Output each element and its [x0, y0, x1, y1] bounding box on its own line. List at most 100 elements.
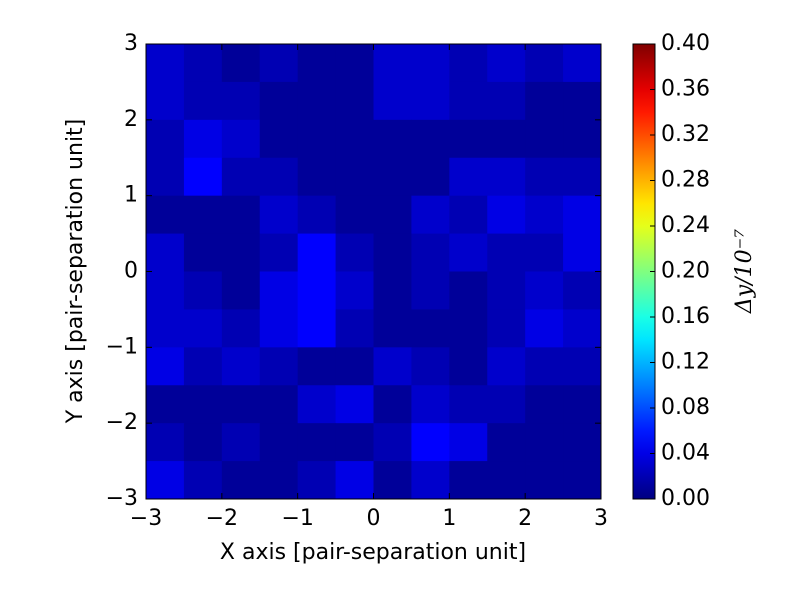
- heatmap-cell: [373, 385, 412, 424]
- heatmap-cell: [563, 309, 602, 348]
- heatmap-cell: [373, 195, 412, 235]
- heatmap-cell: [221, 119, 261, 159]
- heatmap-cell: [297, 157, 337, 197]
- heatmap-cell: [563, 423, 602, 462]
- heatmap-cell: [297, 271, 337, 310]
- heatmap-cell: [525, 309, 564, 348]
- heatmap-cell: [183, 44, 223, 83]
- heatmap-cell: [563, 195, 602, 235]
- colorbar-tick-label: 0.36: [661, 77, 710, 102]
- y-tick-label: −1: [106, 334, 138, 359]
- heatmap-cell: [146, 157, 185, 197]
- heatmap-cell: [411, 461, 450, 500]
- heatmap-cell: [373, 81, 412, 121]
- heatmap-cell: [487, 81, 526, 121]
- heatmap-cell: [373, 271, 412, 310]
- y-tick-label: −2: [106, 410, 138, 435]
- heatmap-cell: [221, 81, 261, 121]
- heatmap-cell: [221, 44, 261, 83]
- heatmap-cell: [487, 385, 526, 424]
- heatmap-cell: [411, 157, 450, 197]
- heatmap-cell: [373, 461, 412, 500]
- heatmap-cell: [183, 347, 223, 386]
- heatmap-cell: [146, 233, 185, 272]
- heatmap-cell: [487, 233, 526, 272]
- heatmap-cell: [563, 271, 602, 310]
- colorbar-tick-label: 0.20: [661, 259, 710, 284]
- heatmap-cell: [183, 233, 223, 272]
- heatmap-cell: [183, 195, 223, 235]
- colorbar-tick-label: 0.08: [661, 395, 710, 420]
- heatmap-cell: [146, 195, 185, 235]
- heatmap-cell: [335, 233, 374, 272]
- heatmap-cell: [411, 385, 450, 424]
- heatmap-cell: [449, 81, 488, 121]
- heatmap-cell: [259, 461, 299, 500]
- heatmap-cell: [183, 157, 223, 197]
- heatmap-cell: [525, 157, 564, 197]
- heatmap-cell: [525, 461, 564, 500]
- heatmap-cell: [221, 195, 261, 235]
- x-tick-label: 1: [442, 506, 456, 531]
- heatmap-cell: [297, 119, 337, 159]
- heatmap-cell: [146, 81, 185, 121]
- heatmap-cell: [335, 81, 374, 121]
- heatmap-cell: [221, 385, 261, 424]
- heatmap-cell: [373, 423, 412, 462]
- heatmap-cell: [259, 81, 299, 121]
- heatmap-cell: [297, 81, 337, 121]
- heatmap-cell: [259, 271, 299, 310]
- heatmap-cell: [297, 233, 337, 272]
- heatmap-cell: [335, 157, 374, 197]
- heatmap-cell: [259, 309, 299, 348]
- heatmap-cell: [373, 309, 412, 348]
- heatmap-cell: [259, 385, 299, 424]
- heatmap-cell: [259, 44, 299, 83]
- y-axis-label: Y axis [pair-separation unit]: [63, 119, 88, 425]
- heatmap-cell: [525, 423, 564, 462]
- x-tick-label: 0: [367, 506, 381, 531]
- heatmap-cell: [487, 461, 526, 500]
- heatmap-cell: [335, 119, 374, 159]
- heatmap-cell: [563, 347, 602, 386]
- heatmap-cell: [259, 423, 299, 462]
- heatmap-cell: [146, 119, 185, 159]
- heatmap-cell: [411, 195, 450, 235]
- heatmap-cell: [146, 309, 185, 348]
- heatmap-cell: [411, 44, 450, 83]
- colorbar-tick-label: 0.40: [661, 31, 710, 56]
- heatmap-cell: [297, 423, 337, 462]
- heatmap-cell: [183, 119, 223, 159]
- heatmap-cell: [411, 119, 450, 159]
- heatmap-cell: [335, 44, 374, 83]
- heatmap-cell: [221, 157, 261, 197]
- heatmap-cell: [449, 423, 488, 462]
- heatmap-cell: [525, 233, 564, 272]
- heatmap-cell: [183, 385, 223, 424]
- heatmap-cell: [183, 423, 223, 462]
- heatmap-cell: [525, 385, 564, 424]
- heatmap-cell: [335, 309, 374, 348]
- heatmap-cell: [563, 233, 602, 272]
- heatmap-cell: [563, 461, 602, 500]
- heatmap-cell: [221, 233, 261, 272]
- heatmap-cell: [449, 195, 488, 235]
- heatmap-cell: [146, 423, 185, 462]
- heatmap-cell: [449, 309, 488, 348]
- heatmap-cell: [563, 44, 602, 83]
- heatmap-cell: [411, 423, 450, 462]
- heatmap-cell: [487, 347, 526, 386]
- heatmap-cell: [563, 81, 602, 121]
- heatmap-cell: [146, 385, 185, 424]
- y-tick-label: 2: [124, 107, 138, 132]
- heatmap-cell: [487, 44, 526, 83]
- colorbar-tick-label: 0.04: [661, 441, 710, 466]
- heatmap-cell: [183, 461, 223, 500]
- heatmap-cell: [221, 271, 261, 310]
- heatmap-cell: [373, 157, 412, 197]
- heatmap-cell: [487, 271, 526, 310]
- heatmap-cell: [335, 423, 374, 462]
- heatmap-cell: [525, 271, 564, 310]
- y-tick-label: 3: [124, 31, 138, 56]
- heatmap-cell: [221, 347, 261, 386]
